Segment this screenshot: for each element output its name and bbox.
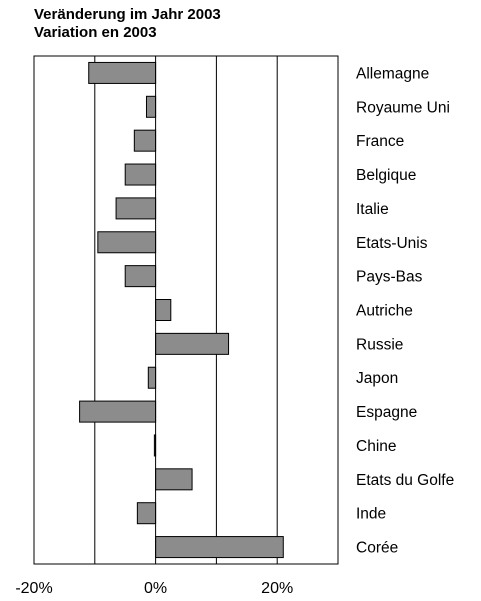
bar xyxy=(145,95,157,118)
x-tick-label: -20% xyxy=(15,580,52,597)
category-label: Autriche xyxy=(356,303,413,320)
category-label: Italie xyxy=(356,201,389,218)
bar xyxy=(155,332,230,355)
category-label: Corée xyxy=(356,540,398,557)
bar xyxy=(79,400,157,423)
bar xyxy=(115,197,157,220)
x-tick-label: 20% xyxy=(261,580,293,597)
bar xyxy=(147,366,157,389)
category-label: Etats du Golfe xyxy=(356,472,454,489)
category-label: Russie xyxy=(356,336,403,353)
bar xyxy=(124,163,157,186)
bar xyxy=(97,231,157,254)
bar xyxy=(155,299,172,321)
category-label: Japon xyxy=(356,370,398,387)
category-label: Espagne xyxy=(356,404,417,421)
category-label: France xyxy=(356,133,404,150)
bar xyxy=(155,468,193,491)
category-label: Pays-Bas xyxy=(356,269,423,286)
chart-subtitle: Variation en 2003 xyxy=(34,24,157,41)
bar xyxy=(136,502,157,525)
x-tick-label: 0% xyxy=(144,580,167,597)
category-label: Inde xyxy=(356,506,386,523)
plot-frame xyxy=(33,55,339,565)
category-label: Chine xyxy=(356,438,397,455)
bar xyxy=(88,61,157,84)
category-label: Belgique xyxy=(356,167,416,184)
chart-title: Veränderung im Jahr 2003 xyxy=(34,6,221,23)
category-label: Royaume Uni xyxy=(356,99,450,116)
bar xyxy=(124,265,157,288)
bar xyxy=(155,536,284,559)
category-label: Allemagne xyxy=(356,65,429,82)
bar xyxy=(133,129,157,152)
category-label: Etats-Unis xyxy=(356,235,428,252)
